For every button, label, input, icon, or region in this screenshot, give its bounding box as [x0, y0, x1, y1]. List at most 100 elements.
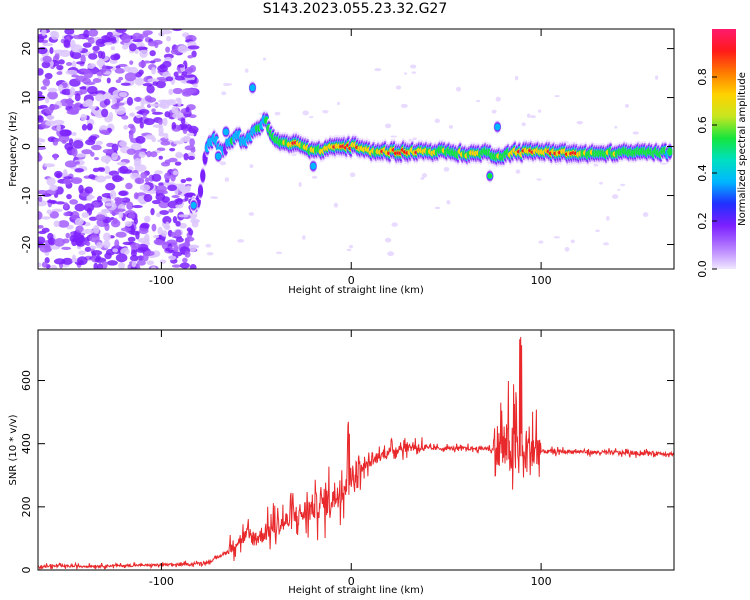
noise-blob	[92, 167, 100, 173]
noise-blob	[130, 249, 137, 257]
noise-blob	[118, 76, 124, 81]
noise-blob	[187, 244, 197, 253]
noise-blob	[115, 231, 127, 238]
ridge-mark	[223, 128, 229, 136]
noise-blob	[515, 169, 521, 174]
noise-blob	[149, 50, 156, 57]
noise-blob	[129, 254, 139, 262]
noise-blob	[50, 30, 60, 40]
noise-blob	[134, 49, 139, 54]
noise-blob	[38, 196, 43, 203]
noise-blob	[614, 125, 618, 129]
noise-blob	[100, 155, 112, 163]
noise-blob	[87, 85, 98, 95]
noise-blob	[420, 177, 425, 180]
noise-blob	[167, 184, 178, 192]
noise-blob	[104, 98, 111, 106]
noise-blob	[387, 251, 395, 257]
noise-blob	[177, 185, 186, 192]
noise-blob	[46, 177, 56, 186]
noise-blob	[175, 220, 181, 227]
noise-blob	[88, 53, 98, 60]
ridge-mark	[197, 185, 204, 198]
noise-blob	[61, 88, 72, 96]
noise-blob	[97, 263, 103, 269]
noise-blob	[175, 153, 187, 158]
noise-blob	[168, 254, 177, 261]
ridge-mark	[494, 123, 501, 131]
noise-blob	[322, 110, 329, 114]
snr-ylabel: SNR (10 * v/v)	[8, 414, 19, 485]
noise-blob	[73, 103, 80, 109]
noise-blob	[45, 96, 50, 104]
noise-blob	[186, 79, 198, 84]
noise-blob	[434, 206, 441, 210]
noise-blob	[455, 86, 461, 92]
noise-blob	[168, 208, 174, 213]
noise-blob	[143, 118, 155, 126]
noise-blob	[185, 88, 197, 94]
noise-blob	[624, 104, 630, 108]
noise-blob	[110, 54, 120, 61]
noise-blob	[390, 135, 398, 138]
noise-blob	[82, 42, 92, 48]
noise-blob	[146, 97, 157, 103]
noise-blob	[41, 29, 47, 36]
colorbar-tick-label: 0.0	[696, 260, 709, 278]
x-tick-label: 100	[531, 274, 552, 287]
noise-blob	[47, 91, 59, 100]
noise-blob	[70, 51, 82, 60]
noise-blob	[100, 129, 110, 135]
noise-blob	[92, 45, 100, 52]
y-tick-label: 10	[20, 91, 33, 105]
noise-blob	[40, 86, 47, 90]
noise-blob	[210, 196, 217, 199]
noise-blob	[158, 119, 163, 125]
noise-blob	[81, 123, 88, 131]
noise-blob	[84, 186, 94, 194]
noise-blob	[112, 248, 119, 253]
ridge-mark	[667, 147, 673, 156]
noise-blob	[173, 140, 184, 145]
noise-blob	[163, 132, 169, 140]
noise-blob	[87, 64, 95, 69]
noise-blob	[527, 113, 531, 118]
noise-blob	[171, 231, 176, 238]
noise-blob	[160, 140, 171, 146]
noise-blob	[302, 110, 309, 116]
noise-blob	[237, 239, 245, 243]
noise-blob	[42, 55, 52, 63]
noise-blob	[127, 236, 136, 242]
snr-marks	[38, 336, 674, 570]
noise-blob	[179, 222, 188, 229]
noise-blob	[118, 140, 128, 147]
noise-blob	[538, 240, 544, 244]
noise-blob	[91, 250, 103, 256]
noise-blob	[536, 178, 542, 181]
noise-blob	[151, 108, 156, 113]
noise-blob	[64, 160, 77, 168]
noise-blob	[129, 60, 134, 65]
noise-blob	[554, 94, 560, 98]
noise-blob	[617, 188, 621, 192]
spectrogram-xlabel: Height of straight line (km)	[288, 285, 424, 296]
noise-blob	[44, 107, 54, 115]
noise-blob	[142, 112, 147, 117]
noise-blob	[69, 199, 79, 205]
noise-blob	[74, 153, 87, 158]
noise-blob	[175, 204, 184, 209]
noise-blob	[84, 81, 96, 86]
y-tick-label: 400	[20, 433, 33, 454]
noise-blob	[140, 98, 145, 107]
noise-blob	[102, 148, 115, 154]
noise-blob	[88, 135, 98, 141]
noise-blob	[186, 227, 192, 232]
noise-blob	[132, 39, 143, 43]
noise-blob	[108, 111, 114, 121]
noise-blob	[123, 66, 132, 72]
noise-blob	[46, 115, 55, 120]
noise-blob	[118, 63, 128, 68]
y-tick-label: 200	[20, 496, 33, 517]
noise-blob	[75, 225, 84, 233]
noise-blob	[127, 212, 136, 219]
